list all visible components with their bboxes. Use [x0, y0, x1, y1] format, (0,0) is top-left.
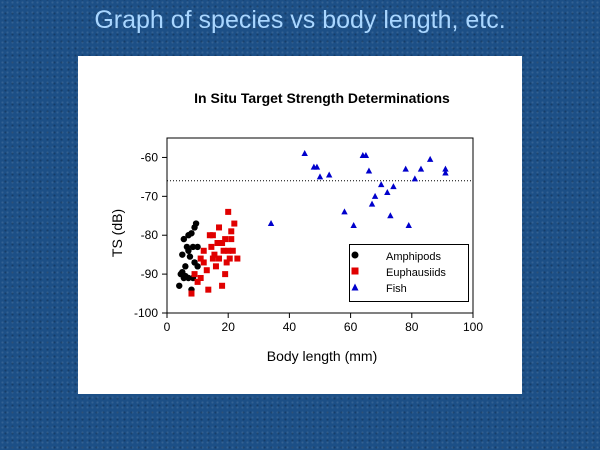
- data-point-euphausiids: [222, 236, 229, 243]
- data-point-fish: [405, 222, 412, 228]
- y-tick-label: -60: [141, 150, 159, 164]
- data-point-amphipods: [176, 282, 183, 289]
- chart-title: In Situ Target Strength Determinations: [194, 90, 450, 106]
- data-point-euphausiids: [194, 278, 201, 285]
- data-points: [176, 150, 449, 297]
- data-point-fish: [301, 150, 308, 157]
- data-point-fish: [402, 165, 409, 172]
- legend-marker-triangle: [351, 283, 359, 291]
- data-point-fish: [316, 173, 324, 180]
- data-point-euphausiids: [234, 255, 241, 262]
- y-tick-label: -100: [134, 306, 158, 320]
- data-point-amphipods: [185, 247, 192, 254]
- legend-marker-square: [351, 267, 359, 275]
- legend-label-fish: Fish: [386, 283, 407, 295]
- data-point-fish: [325, 171, 333, 178]
- data-point-euphausiids: [216, 255, 223, 262]
- data-point-euphausiids: [214, 240, 221, 246]
- x-tick-label: 40: [283, 320, 297, 334]
- data-point-euphausiids: [228, 236, 235, 243]
- data-point-fish: [411, 175, 419, 182]
- data-point-euphausiids: [209, 255, 216, 262]
- data-point-fish: [313, 163, 321, 170]
- x-tick-label: 100: [463, 320, 483, 334]
- y-axis-label: TS (dB): [109, 209, 125, 257]
- plot-frame: [166, 137, 474, 314]
- data-point-fish: [387, 212, 394, 219]
- x-tick-label: 60: [344, 320, 358, 334]
- data-point-euphausiids: [219, 282, 226, 289]
- data-point-fish: [341, 208, 348, 215]
- data-point-euphausiids: [231, 220, 238, 227]
- data-point-amphipods: [182, 263, 189, 270]
- data-point-euphausiids: [200, 259, 207, 266]
- data-point-euphausiids: [228, 228, 235, 235]
- legend-item-euphausiids: Euphausiids: [350, 266, 468, 282]
- data-point-euphausiids: [209, 232, 216, 239]
- data-point-euphausiids: [223, 259, 230, 266]
- data-point-amphipods: [185, 274, 192, 282]
- x-axis-label: Body length (mm): [267, 348, 377, 364]
- data-point-amphipods: [185, 232, 192, 239]
- data-point-euphausiids: [197, 275, 204, 281]
- legend-item-amphipods: Amphipods: [350, 250, 468, 266]
- data-point-euphausiids: [203, 267, 210, 274]
- scatter-chart: In Situ Target Strength Determinations B…: [109, 90, 483, 364]
- data-point-euphausiids: [219, 240, 226, 246]
- data-point-fish: [442, 165, 449, 172]
- data-point-euphausiids: [211, 251, 218, 258]
- data-point-euphausiids: [212, 263, 219, 270]
- data-point-euphausiids: [200, 247, 207, 254]
- x-tick-label: 0: [164, 320, 171, 334]
- y-tick-label: -70: [141, 189, 159, 203]
- data-point-amphipods: [194, 243, 201, 251]
- data-point-fish: [384, 188, 391, 195]
- data-point-fish: [371, 192, 379, 199]
- data-point-amphipods: [180, 235, 188, 243]
- chart-panel: In Situ Target Strength Determinations B…: [78, 56, 522, 394]
- data-point-fish: [426, 155, 434, 162]
- data-point-euphausiids: [216, 224, 223, 231]
- data-point-euphausiids: [226, 255, 233, 262]
- chart-legend: Amphipods Euphausiids Fish: [349, 244, 469, 302]
- legend-marker-circle: [351, 251, 359, 259]
- y-tick-label: -80: [141, 228, 159, 242]
- data-point-euphausiids: [225, 208, 232, 215]
- data-point-fish: [417, 165, 425, 172]
- data-point-euphausiids: [205, 286, 212, 293]
- data-point-euphausiids: [206, 232, 213, 239]
- x-tick-label: 20: [222, 320, 236, 334]
- data-point-amphipods: [194, 263, 201, 270]
- data-point-euphausiids: [188, 290, 195, 297]
- data-point-fish: [368, 200, 376, 207]
- slide-title: Graph of species vs body length, etc.: [94, 6, 506, 34]
- data-point-euphausiids: [225, 247, 232, 254]
- data-point-amphipods: [189, 243, 197, 251]
- legend-label-euphausiids: Euphausiids: [386, 267, 446, 279]
- data-point-euphausiids: [191, 271, 198, 278]
- data-point-amphipods: [186, 253, 194, 260]
- data-point-fish: [378, 181, 385, 188]
- y-tick-label: -90: [141, 267, 159, 281]
- data-point-fish: [350, 222, 357, 228]
- data-point-euphausiids: [220, 247, 227, 254]
- axes: 0 20 40 60 80 100 -60 -70 -80 -90 -100: [134, 137, 483, 334]
- data-point-amphipods: [192, 220, 200, 227]
- legend-item-fish: Fish: [350, 282, 468, 298]
- data-point-fish: [442, 169, 449, 176]
- data-point-fish: [362, 152, 370, 158]
- data-point-euphausiids: [197, 255, 204, 262]
- data-point-amphipods: [179, 251, 186, 258]
- data-point-fish: [267, 220, 275, 227]
- data-point-fish: [390, 183, 397, 190]
- data-point-fish: [365, 167, 373, 174]
- data-point-euphausiids: [222, 271, 229, 278]
- data-point-euphausiids: [229, 247, 236, 254]
- legend-label-amphipods: Amphipods: [386, 251, 442, 263]
- data-point-euphausiids: [208, 243, 215, 250]
- x-tick-label: 80: [405, 320, 419, 334]
